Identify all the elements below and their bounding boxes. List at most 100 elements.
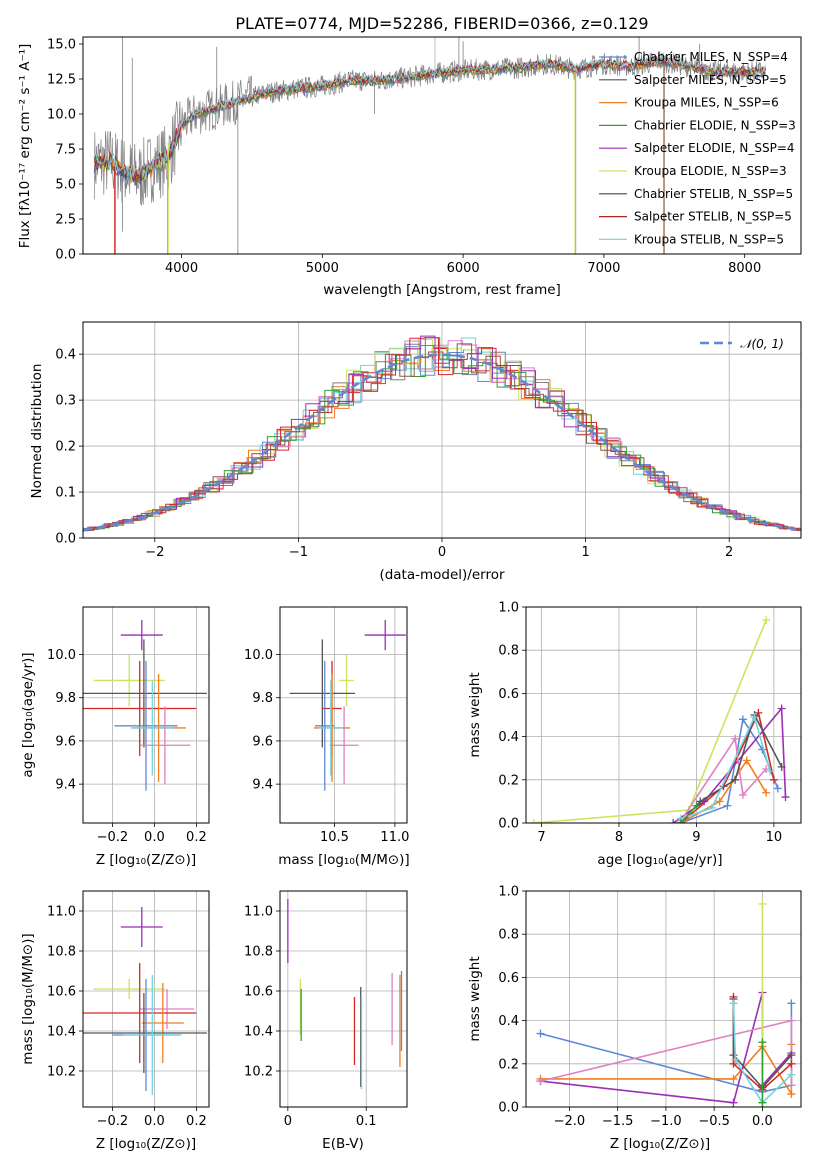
y-tick-label: 2.5 [55,213,76,228]
plot-frame [82,321,802,539]
y-tick-label: 10.8 [244,945,273,960]
plot-frame [525,606,802,824]
y-tick-label: 11.0 [47,905,76,920]
mass-age-plot-area: 10.5 11.0 9.4 9.6 9.8 10.0 [244,606,409,845]
weight-line [732,1003,792,1104]
y-tick-label: 10.8 [47,945,76,960]
spectrum-panel: PLATE=0774, MJD=52286, FIBERID=0366, z=0… [17,14,802,298]
x-tick-label: 10.5 [320,830,349,845]
legend-entry: Kroupa ELODIE, N_SSP=3 [634,164,787,178]
weight-marker [777,762,786,771]
spectrum-title: PLATE=0774, MJD=52286, FIBERID=0366, z=0… [235,14,648,33]
plot-content [536,899,796,1107]
x-tick-label: −2.0 [554,1114,586,1129]
y-tick-label: 10.4 [244,1025,273,1040]
x-tick-label: −0.2 [97,1114,129,1129]
y-tick-label: 0.1 [55,486,76,501]
y-tick-label: 0.4 [55,348,76,363]
x-tick-label: 8 [615,830,623,845]
mass-age-panel: 10.5 11.0 9.4 9.6 9.8 10.0 mass [log₁₀(M/M⊙)] [244,606,410,868]
x-tick-label: −0.2 [97,830,129,845]
weight-marker [787,1081,796,1090]
gaussian-curve [83,353,801,532]
legend-entry: 𝒩(0, 1) [740,337,784,351]
legend-entry: Salpeter MILES, N_SSP=5 [634,73,787,87]
spectrum-xlabel: wavelength [Angstrom, rest frame] [323,282,561,298]
model-spectrum-line [93,54,766,182]
x-tick-label: −1 [289,545,308,560]
y-tick-label: 0.0 [498,1101,519,1116]
x-tick-label: 9 [692,830,700,845]
z-age-ylabel: age [log₁₀(age/yr)] [20,652,36,777]
x-tick-label: −1.5 [602,1114,634,1129]
spectrum-plot-area: 4000 5000 6000 7000 8000 0.0 2.5 5.0 7.5 10.0 12.5… [47,36,802,276]
residuals-legend: 𝒩(0, 1) [700,337,784,351]
weight-marker [536,1029,545,1038]
weight-marker [787,1016,796,1025]
plot-content [289,619,406,791]
x-tick-label: 1 [581,545,589,560]
weight-marker [777,704,786,713]
legend-entry: Chabrier ELODIE, N_SSP=3 [634,118,796,132]
plot-content [83,619,207,791]
weight-marker [729,1059,738,1068]
residuals-plot-area: −2 −1 0 1 2 0.0 0.1 0.2 0.3 0.4 𝒩(0, 1) [55,321,802,560]
residuals-panel: −2 −1 0 1 2 0.0 0.1 0.2 0.3 0.4 𝒩(0, 1) (data-mode… [29,321,802,583]
y-tick-label: 10.4 [47,1025,76,1040]
x-tick-label: −1.0 [650,1114,682,1129]
y-tick-label: 9.6 [252,734,273,749]
ebv-mass-plot-area: 0 0.1 10.2 10.4 10.6 10.8 11.0 [244,890,408,1129]
histogram-step [83,337,801,531]
residuals-xlabel: (data-model)/error [379,567,505,583]
weight-marker [758,1038,767,1047]
y-tick-label: 9.8 [55,691,76,706]
y-tick-label: 10.0 [47,108,76,123]
x-tick-label: 8000 [728,261,761,276]
plot-frame [279,606,408,824]
x-tick-label: 0 [438,545,446,560]
y-tick-label: 10.2 [244,1065,273,1080]
y-tick-label: 9.6 [55,734,76,749]
weight-marker [731,734,740,743]
legend-entry: Kroupa MILES, N_SSP=6 [634,96,779,110]
x-tick-label: 0.0 [144,1114,165,1129]
z-age-panel: −0.2 0.0 0.29.49.69.810.0 Z [log₁₀(Z/Z⊙)] … [20,606,210,868]
residuals-ylabel: Normed distribution [29,364,45,499]
weight-marker [729,1074,738,1083]
weight-marker [742,756,751,765]
z-age-xlabel: Z [log₁₀(Z/Z⊙)] [96,852,196,868]
plot-content [93,37,766,254]
plot-content [287,899,403,1089]
y-tick-label: 10.0 [244,648,273,663]
age-weight-xlabel: age [log₁₀(age/yr)] [597,852,722,868]
y-tick-label: 10.6 [47,985,76,1000]
x-tick-label: 0.0 [144,830,165,845]
x-tick-label: −2 [145,545,164,560]
x-tick-label: −0.5 [698,1114,730,1129]
plot-frame [82,890,210,1108]
y-tick-label: 10.6 [244,985,273,1000]
y-tick-label: 0.3 [55,394,76,409]
weight-marker [787,1059,796,1068]
y-tick-label: 10.2 [47,1065,76,1080]
weight-marker [762,615,771,624]
z-weight-plot-area: −2.0 −1.5 −1.0 −0.5 0.0 0.0 0.2 0.4 0.6 0.8 1.0 [498,885,802,1129]
weight-marker [731,775,740,784]
weight-marker [529,819,538,823]
y-tick-label: 9.4 [55,778,76,793]
legend-entry: Kroupa STELIB, N_SSP=5 [634,232,784,246]
x-tick-label: 5000 [306,261,339,276]
z-mass-panel: −0.2 0.0 0.2 10.2 10.4 10.6 10.8 11.0 Z [log₁₀(… [20,890,210,1152]
weight-marker [769,775,778,784]
legend-entry: Chabrier MILES, N_SSP=4 [634,50,788,64]
y-tick-label: 0.2 [55,440,76,455]
weight-marker [738,715,747,724]
weight-marker [729,999,738,1008]
weight-line [680,710,775,823]
y-tick-label: 10.0 [47,648,76,663]
plot-content [529,615,790,823]
legend-entry: Salpeter STELIB, N_SSP=5 [634,210,792,224]
z-age-plot-area: −0.2 0.0 0.2 9.4 9.6 9.8 10.0 [47,606,210,845]
spectrum-legend: Chabrier MILES, N_SSP=4 Salpeter MILES, N… [599,50,796,246]
